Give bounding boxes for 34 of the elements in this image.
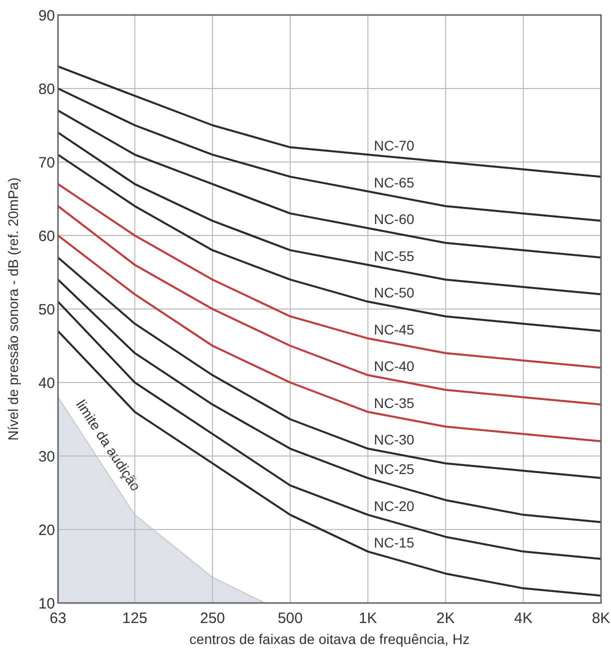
line-series <box>57 278 602 524</box>
x-tick-label: 8K <box>592 610 610 627</box>
x-tick-label: 250 <box>200 610 226 627</box>
x-tick-label: 4K <box>514 610 532 627</box>
x-axis-title: centros de faixas de oitava de frequência, Hz <box>189 631 470 647</box>
y-tick-label: 90 <box>38 7 55 24</box>
y-tick-label: 30 <box>38 448 55 466</box>
y-tick-label: 70 <box>38 154 55 172</box>
series-label: NC-40 <box>374 358 415 374</box>
series-label: NC-65 <box>374 174 415 190</box>
x-tick-label: 125 <box>122 610 148 627</box>
x-tick-label: 2K <box>436 610 455 627</box>
y-tick-label: 50 <box>38 301 55 318</box>
x-tick-label: 63 <box>50 610 66 627</box>
series-label: NC-70 <box>374 138 415 154</box>
series-label: NC-60 <box>374 211 415 228</box>
series-label: NC-50 <box>374 284 415 301</box>
series-label: NC-45 <box>374 321 415 338</box>
y-tick-label: 80 <box>38 80 55 98</box>
x-tick-label: 500 <box>278 610 303 627</box>
line-series <box>57 65 602 178</box>
series-label: NC-35 <box>374 394 415 411</box>
y-tick-label: 60 <box>38 228 55 245</box>
series-label: NC-30 <box>374 432 415 448</box>
y-tick-label: 10 <box>38 595 55 612</box>
y-tick-label: 20 <box>38 522 55 539</box>
x-tick-label: 1K <box>358 610 378 627</box>
series-label: NC-25 <box>374 461 415 478</box>
y-tick-label: 40 <box>38 374 55 392</box>
y-axis-title: Nível de pressão sonora - dB (ref. 20mPa) <box>5 177 21 441</box>
series-label: NC-20 <box>374 498 415 514</box>
series-label: NC-55 <box>374 248 415 264</box>
line-series <box>57 300 602 560</box>
series-label: NC-15 <box>374 534 415 551</box>
